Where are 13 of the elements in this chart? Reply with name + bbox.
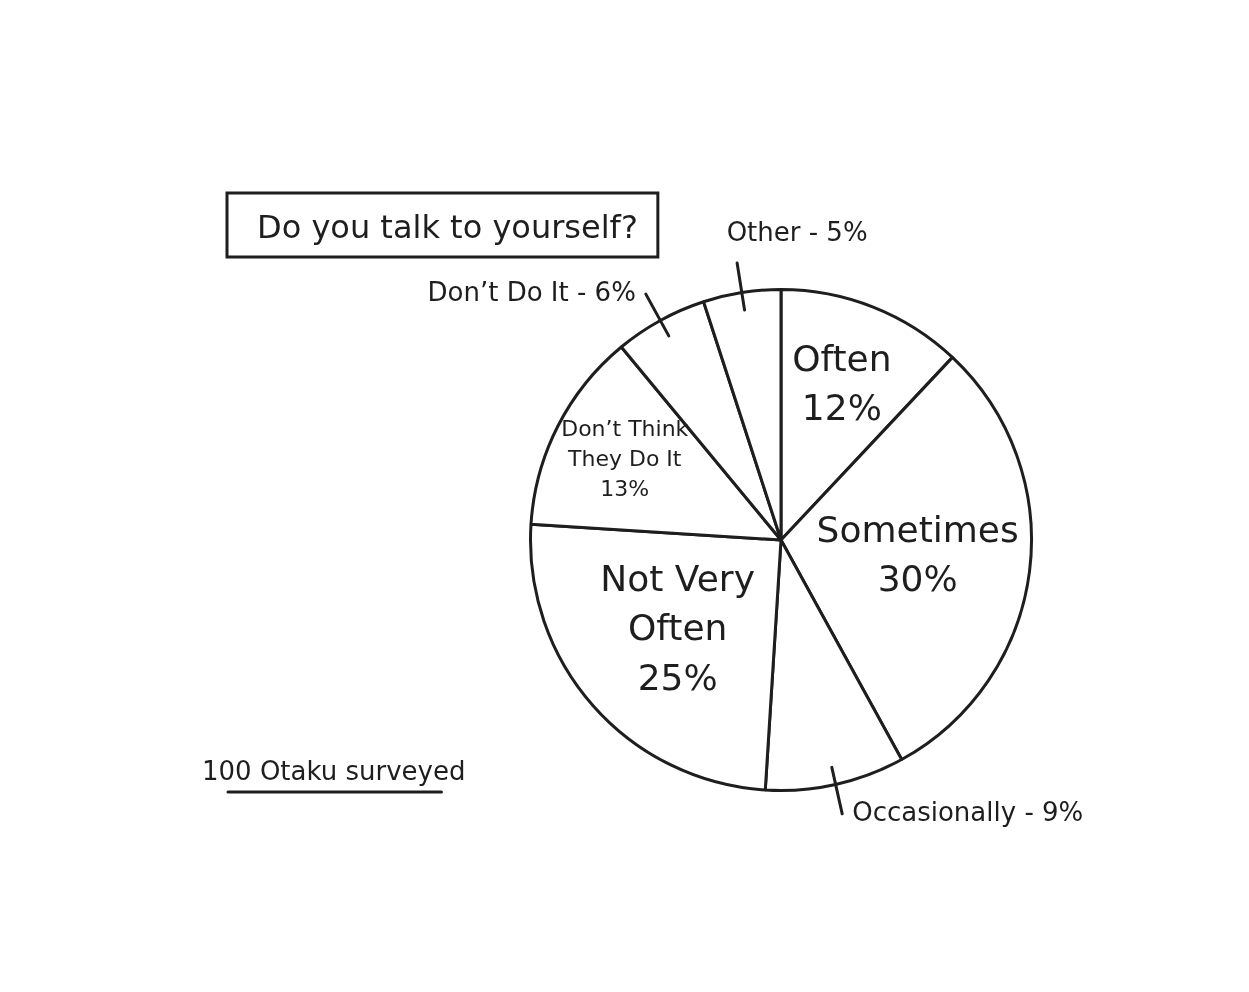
data-label: 25% bbox=[637, 657, 718, 699]
slice-label: Occasionally - 9% bbox=[852, 796, 1084, 827]
slice-label: Don’t Do It - 6% bbox=[427, 276, 636, 307]
data-label: 13% bbox=[600, 476, 650, 502]
slice-label: Don’t Think They Do It bbox=[561, 415, 689, 472]
chart-title: Do you talk to yourself? bbox=[257, 208, 638, 246]
data-label: 30% bbox=[877, 558, 958, 600]
slice-label: Other - 5% bbox=[726, 216, 868, 247]
slice-label: Sometimes bbox=[816, 508, 1019, 550]
text: 100 Otaku surveyed bbox=[202, 756, 466, 786]
slice-label: Often bbox=[792, 337, 892, 379]
slice-label: Not Very Often bbox=[600, 557, 755, 649]
data-label: 12% bbox=[801, 387, 882, 429]
